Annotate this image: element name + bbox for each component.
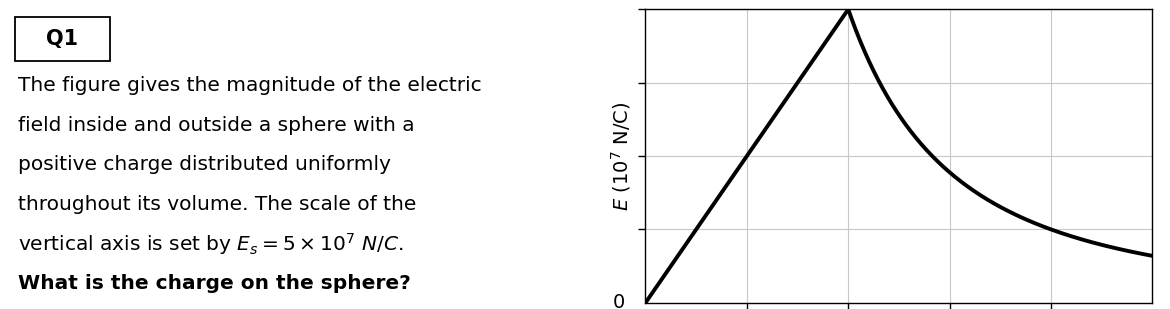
Text: positive charge distributed uniformly: positive charge distributed uniformly [18,155,391,174]
Text: What is the charge on the sphere?: What is the charge on the sphere? [18,274,411,293]
Text: throughout its volume. The scale of the: throughout its volume. The scale of the [18,195,417,214]
Text: Q1: Q1 [47,29,78,49]
FancyBboxPatch shape [15,17,110,61]
Text: 0: 0 [613,293,625,309]
Text: field inside and outside a sphere with a: field inside and outside a sphere with a [18,116,414,135]
Text: The figure gives the magnitude of the electric: The figure gives the magnitude of the el… [18,76,482,95]
Text: vertical axis is set by $E_s = 5 \times 10^7$ $N/C$.: vertical axis is set by $E_s = 5 \times … [18,231,404,257]
Y-axis label: $E$ (10$^7$ N/C): $E$ (10$^7$ N/C) [610,101,633,211]
